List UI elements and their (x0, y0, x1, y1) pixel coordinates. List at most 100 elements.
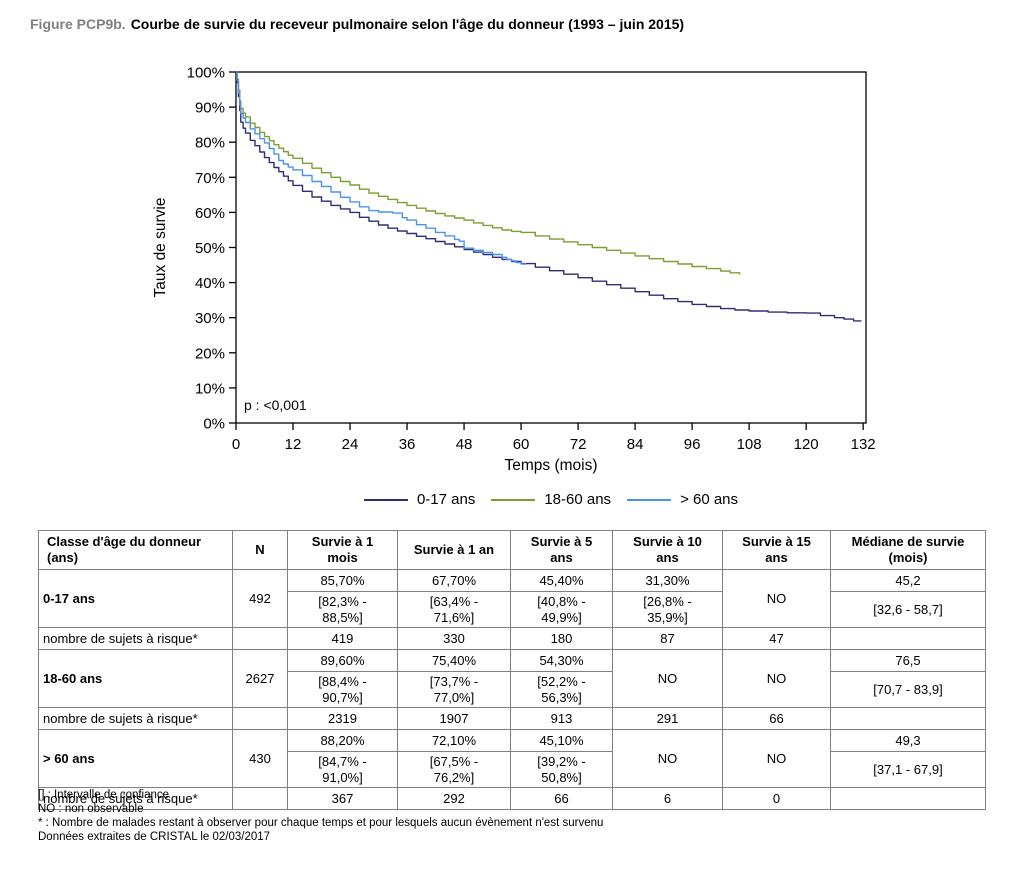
empty-cell (830, 787, 986, 810)
ci-cell: [73,7% - 77,0%] (397, 671, 511, 708)
table-row: nombre de sujets à risque* 2319 1907 913… (38, 707, 986, 730)
ci-cell: [67,5% - 76,2%] (397, 751, 511, 788)
svg-text:0: 0 (232, 436, 240, 453)
legend-label: 18-60 ans (544, 491, 612, 508)
risk-value-cell: 419 (287, 627, 398, 650)
table-row: 18-60 ans 2627 89,60% 75,40% 54,30% NO N… (38, 649, 986, 708)
survival-value-cell: 85,70% (287, 569, 398, 592)
group-label-cell: 18-60 ans (38, 649, 233, 708)
empty-cell (830, 627, 986, 650)
header-survival-1y: Survie à 1 an (397, 530, 511, 570)
svg-text:100%: 100% (187, 65, 225, 82)
legend-line-over-60-icon (627, 498, 672, 501)
header-median-survival: Médiane de survie (mois) (830, 530, 986, 570)
svg-text:48: 48 (456, 436, 473, 453)
survival-value-cell: 45,40% (510, 569, 613, 592)
risk-value-cell: 292 (397, 787, 511, 810)
table-row: [82,3% - 88,5%] [63,4% - 71,6%] [40,8% -… (39, 591, 986, 628)
legend-label: 0-17 ans (416, 491, 476, 508)
risk-value-cell: 330 (397, 627, 511, 650)
survival-value-cell: 45,10% (510, 729, 613, 752)
risk-value-cell: 0 (722, 787, 831, 810)
svg-text:30%: 30% (195, 310, 225, 327)
survival-curve-0 (236, 71, 862, 322)
median-ci-cell: [37,1 - 67,9] (830, 751, 986, 788)
svg-text:120: 120 (794, 436, 819, 453)
figure-label: Figure PCP9b. (30, 16, 126, 32)
table-row: > 60 ans 430 88,20% 72,10% 45,10% NO NO … (38, 729, 986, 788)
survival-curve-2 (236, 71, 527, 265)
risk-value-cell: 180 (510, 627, 613, 650)
risk-value-cell: 47 (722, 627, 831, 650)
svg-text:70%: 70% (195, 170, 225, 187)
risk-value-cell: 913 (510, 707, 613, 730)
legend-item: 18-60 ans (491, 491, 611, 508)
svg-text:60: 60 (513, 436, 530, 453)
survival-value-cell: 89,60% (287, 649, 398, 672)
not-observable-cell: NO (612, 649, 723, 708)
survival-value-cell: 72,10% (397, 729, 511, 752)
empty-cell (830, 707, 986, 730)
survival-value-cell: 88,20% (287, 729, 398, 752)
median-cell: 49,3 (830, 729, 986, 752)
survival-table: Classe d'âge du donneur (ans) N Survie à… (38, 530, 986, 810)
svg-text:0%: 0% (203, 416, 225, 433)
table-header-row: Classe d'âge du donneur (ans) N Survie à… (38, 530, 986, 570)
ci-cell: [84,7% - 91,0%] (287, 751, 398, 788)
footnote-ci: [] : Intervalle de confiance (38, 789, 170, 801)
footnotes: [] : Intervalle de confiance NO : non ob… (38, 788, 603, 844)
survival-value-cell: 75,40% (397, 649, 511, 672)
risk-value-cell: 1907 (397, 707, 511, 730)
n-cell: 492 (232, 569, 288, 628)
svg-text:90%: 90% (195, 100, 225, 117)
not-observable-cell: NO (722, 649, 831, 708)
not-observable-cell: NO (612, 729, 723, 788)
risk-value-cell: 66 (722, 707, 831, 730)
chart-legend: 0-17 ans 18-60 ans > 60 ans (236, 491, 866, 508)
header-n: N (232, 530, 288, 570)
group-label-cell: 0-17 ans (38, 569, 233, 628)
svg-text:80%: 80% (195, 135, 225, 152)
header-survival-1m: Survie à 1 mois (287, 530, 398, 570)
svg-text:96: 96 (684, 436, 701, 453)
figure-title: Figure PCP9b. Courbe de survie du receveu… (30, 16, 684, 32)
figure-title-text: Courbe de survie du receveur pulmonaire … (130, 16, 685, 32)
svg-text:12: 12 (285, 436, 302, 453)
p-value-annotation: p : <0,001 (244, 397, 307, 413)
table-row: nombre de sujets à risque* 367 292 66 6 … (38, 787, 986, 810)
table-row: 0-17 ans 492 85,70% 67,70% 45,40% 31,30%… (38, 569, 986, 628)
ci-cell: [52,2% - 56,3%] (510, 671, 613, 708)
risk-label-cell: nombre de sujets à risque* (38, 627, 233, 650)
svg-text:72: 72 (570, 436, 587, 453)
svg-text:40%: 40% (195, 275, 225, 292)
svg-text:60%: 60% (195, 205, 225, 222)
risk-value-cell: 6 (612, 787, 723, 810)
risk-value-cell: 367 (287, 787, 398, 810)
risk-value-cell: 291 (612, 707, 723, 730)
risk-label-cell: nombre de sujets à risque* (38, 787, 233, 810)
y-axis-label: Taux de survie (152, 198, 169, 298)
survival-value-cell: 31,30% (612, 569, 723, 592)
svg-text:36: 36 (399, 436, 416, 453)
ci-cell: [40,8% - 49,9%] (510, 591, 613, 628)
svg-text:10%: 10% (195, 380, 225, 397)
ci-cell: [26,8% - 35,9%] (612, 591, 723, 628)
survival-value-cell: 67,70% (397, 569, 511, 592)
empty-cell (232, 627, 288, 650)
ci-cell: [63,4% - 71,6%] (397, 591, 511, 628)
svg-text:24: 24 (342, 436, 359, 453)
not-observable-cell: NO (722, 729, 831, 788)
table-row: nombre de sujets à risque* 419 330 180 8… (38, 627, 986, 650)
svg-text:50%: 50% (195, 240, 225, 257)
legend-line-0-17-icon (363, 498, 408, 501)
footnote-no: NO : non observable (38, 803, 144, 815)
table-row: [84,7% - 91,0%] [67,5% - 76,2%] [39,2% -… (39, 751, 986, 788)
risk-value-cell: 2319 (287, 707, 398, 730)
ci-cell: [39,2% - 50,8%] (510, 751, 613, 788)
survival-chart: 0% 10% 20% 30% 40% 50% 60% 70% 80% 90% 100% 0 12 24 36… (152, 65, 876, 475)
svg-text:20%: 20% (195, 345, 225, 362)
median-cell: 76,5 (830, 649, 986, 672)
svg-text:84: 84 (627, 436, 644, 453)
ci-cell: [88,4% - 90,7%] (287, 671, 398, 708)
